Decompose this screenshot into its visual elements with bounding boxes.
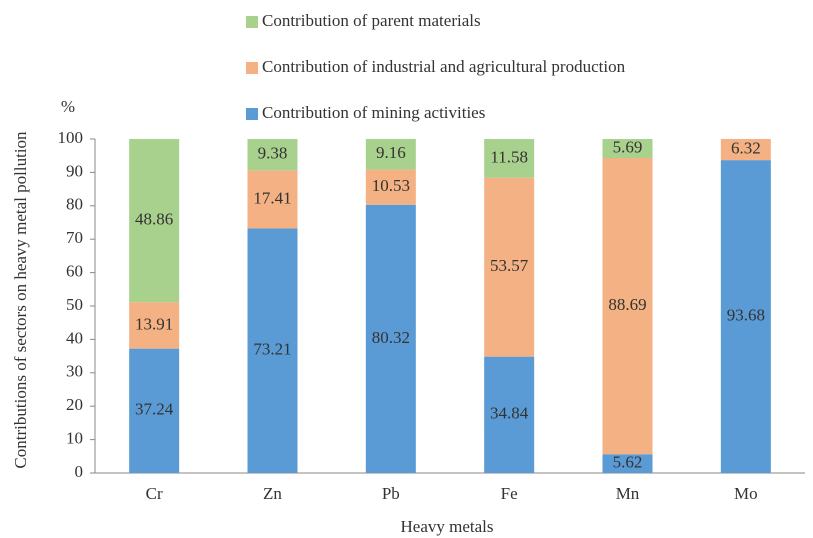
- bar-segment: [129, 302, 180, 349]
- x-tick-label: Fe: [501, 484, 518, 503]
- y-tick-label: 30: [66, 362, 83, 381]
- value-label: 11.58: [490, 147, 528, 166]
- legend-swatch: [246, 16, 258, 28]
- y-tick-label: 100: [58, 128, 84, 147]
- x-axis-label: Heavy metals: [401, 517, 494, 536]
- y-tick-label: 0: [75, 462, 84, 481]
- value-label: 10.53: [372, 176, 410, 195]
- bar-segment: [602, 139, 653, 159]
- bar-segment: [720, 160, 771, 473]
- bar-segment: [247, 228, 298, 473]
- bar-segment: [365, 204, 416, 473]
- bar-segment: [602, 158, 653, 455]
- value-label: 6.32: [731, 138, 761, 157]
- bar-segment: [484, 356, 535, 473]
- legend-label: Contribution of parent materials: [262, 11, 481, 30]
- value-label: 9.16: [376, 143, 406, 162]
- value-label: 13.91: [135, 314, 173, 333]
- legend-label: Contribution of mining activities: [262, 103, 485, 122]
- bar-segment: [365, 169, 416, 205]
- y-tick-label: 20: [66, 395, 83, 414]
- bar-segment: [720, 139, 771, 161]
- value-label: 5.69: [613, 137, 643, 156]
- bar-segment: [129, 138, 180, 303]
- x-tick-label: Zn: [263, 484, 282, 503]
- y-unit: %: [61, 97, 75, 116]
- y-tick-label: 10: [66, 429, 83, 448]
- x-tick-label: Mn: [616, 484, 640, 503]
- y-tick-label: 90: [66, 161, 83, 180]
- bar-segment: [602, 454, 653, 473]
- value-label: 5.62: [613, 453, 643, 472]
- y-tick-label: 60: [66, 262, 83, 281]
- bar-segment: [484, 177, 535, 357]
- y-tick-label: 40: [66, 328, 83, 347]
- value-label: 48.86: [135, 209, 173, 228]
- y-axis-label: Contributions of sectors on heavy metal …: [11, 131, 30, 469]
- bar-segment: [129, 348, 180, 473]
- value-label: 9.38: [258, 144, 288, 163]
- legend-swatch: [246, 62, 258, 74]
- value-label: 80.32: [372, 328, 410, 347]
- bar-segment: [247, 170, 298, 229]
- y-tick-label: 70: [66, 228, 83, 247]
- y-tick-label: 80: [66, 195, 83, 214]
- x-tick-label: Mo: [734, 484, 758, 503]
- x-tick-label: Pb: [382, 484, 400, 503]
- bar-segment: [484, 139, 535, 178]
- y-tick-label: 50: [66, 295, 83, 314]
- value-label: 17.41: [253, 188, 291, 207]
- legend-swatch: [246, 108, 258, 120]
- value-label: 53.57: [490, 256, 529, 275]
- value-label: 34.84: [490, 404, 529, 423]
- bar-segment: [247, 139, 298, 171]
- value-label: 88.69: [608, 295, 646, 314]
- value-label: 93.68: [727, 305, 765, 324]
- legend-label: Contribution of industrial and agricultu…: [262, 57, 626, 76]
- bar-segment: [365, 138, 416, 170]
- value-label: 73.21: [253, 340, 291, 359]
- value-label: 37.24: [135, 400, 174, 419]
- x-tick-label: Cr: [146, 484, 163, 503]
